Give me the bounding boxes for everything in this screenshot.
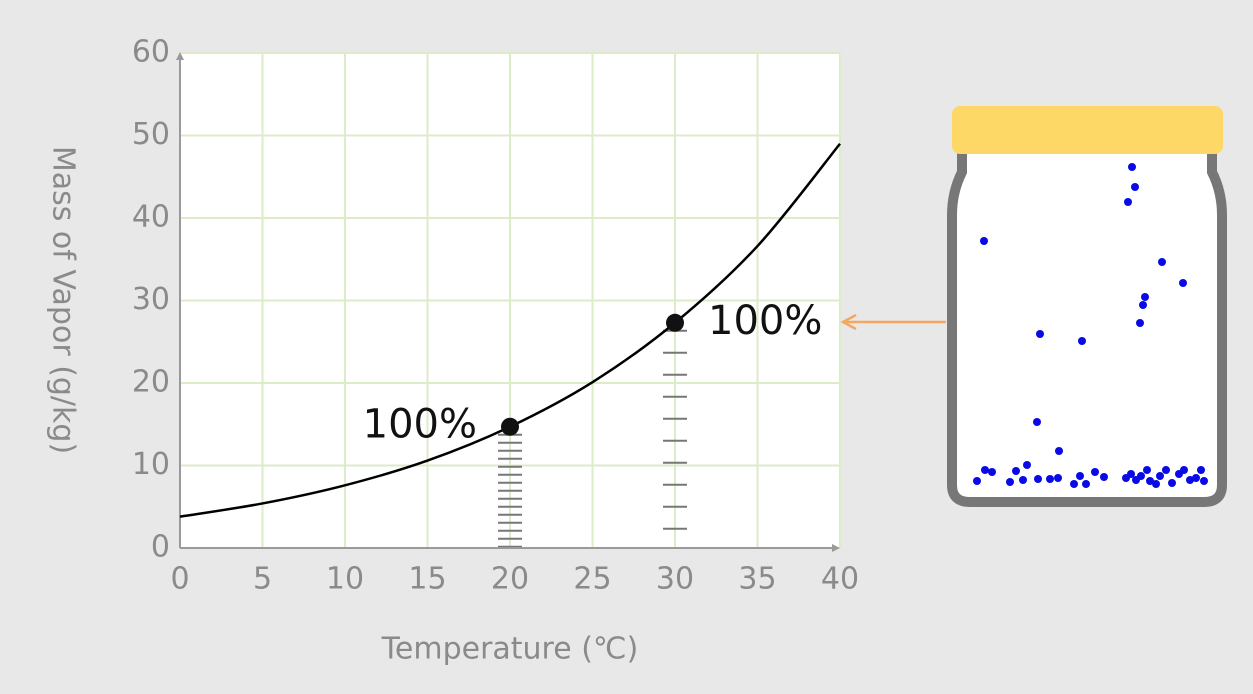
saturation-point (666, 313, 684, 332)
x-axis-arrow (832, 544, 840, 552)
droplet-guides (498, 329, 687, 548)
x-tick-label: 35 (738, 562, 776, 597)
x-tick-label: 15 (408, 562, 446, 597)
point-label: 100% (363, 402, 477, 448)
y-axis-label: Mass of Vapor (g/kg) (46, 146, 81, 454)
y-tick-label: 30 (132, 282, 170, 317)
x-tick-label: 40 (821, 562, 859, 597)
x-tick-label: 25 (573, 562, 611, 597)
x-tick-label: 0 (170, 562, 189, 597)
x-tick-label: 20 (491, 562, 529, 597)
y-tick-label: 10 (132, 447, 170, 482)
water-molecules (973, 163, 1208, 488)
saturation-point (501, 417, 519, 436)
x-tick-label: 5 (253, 562, 272, 597)
plot: 100% 100% (179, 142, 841, 518)
jar-lid (952, 106, 1223, 154)
pointer-arrowhead (840, 313, 857, 331)
jar (947, 106, 1227, 507)
y-tick-label: 20 (132, 365, 170, 400)
y-tick-label: 0 (151, 530, 170, 565)
curve (179, 142, 841, 518)
y-tick-label: 40 (132, 200, 170, 235)
y-tick-label: 60 (132, 35, 170, 70)
y-tick-label: 50 (132, 117, 170, 152)
x-tick-label: 10 (326, 562, 364, 597)
x-axis-label: Temperature (℃) (381, 632, 639, 667)
y-axis-arrow (176, 52, 184, 60)
jar-body (947, 152, 1227, 507)
point-label: 100% (708, 298, 822, 344)
x-tick-label: 30 (656, 562, 694, 597)
